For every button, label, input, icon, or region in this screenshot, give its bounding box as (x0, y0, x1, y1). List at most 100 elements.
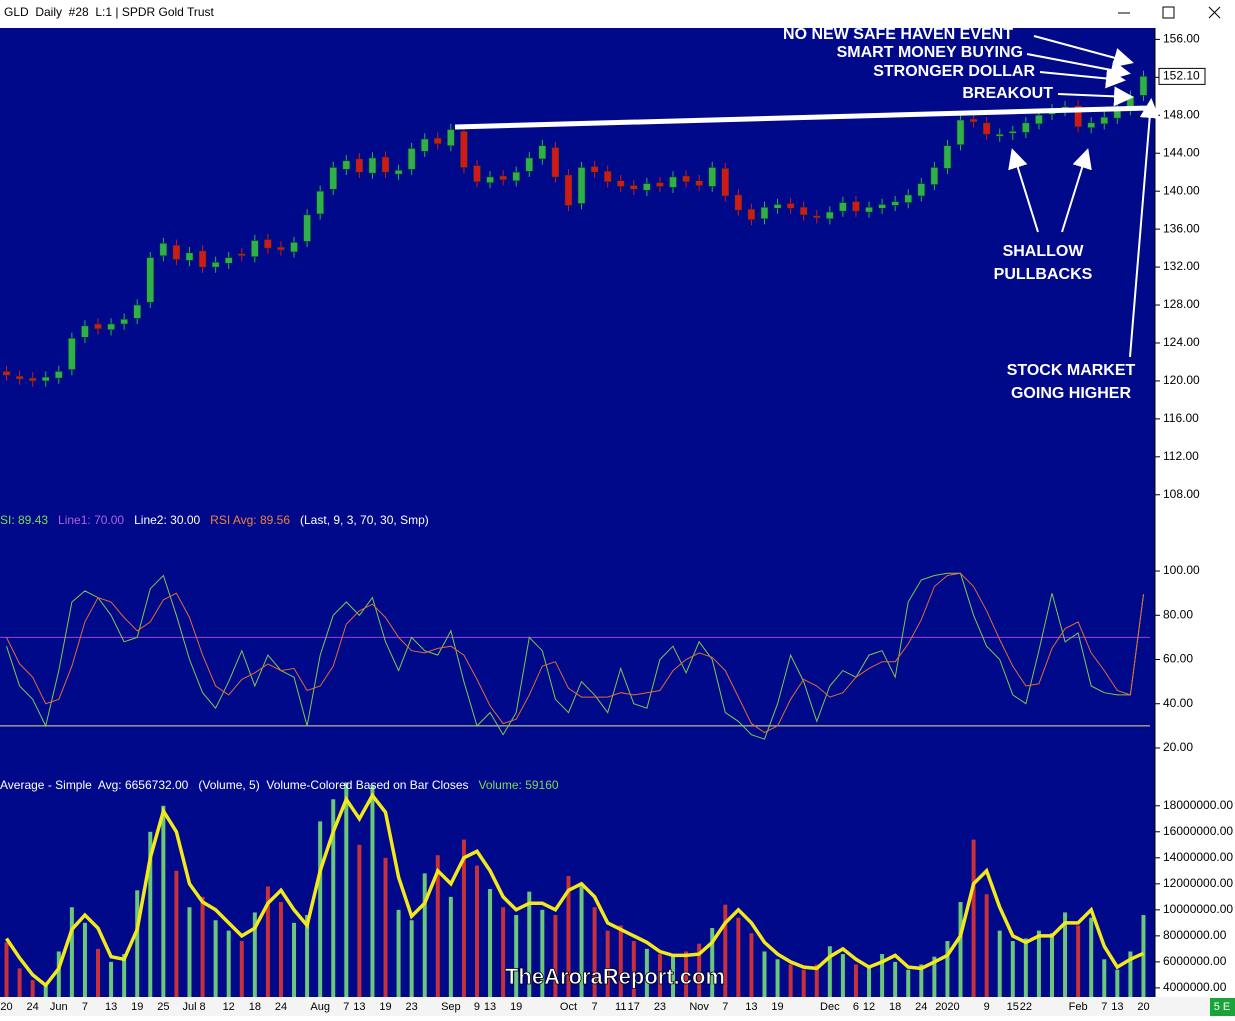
volume-bar (148, 831, 153, 997)
candle-body (28, 377, 37, 382)
watermark: TheAroraReport.com (505, 964, 725, 989)
candle-body (264, 239, 272, 249)
candle-body (473, 165, 481, 182)
candle-body (682, 175, 690, 182)
volume-bar (971, 839, 976, 997)
annotation: SMART MONEY BUYING (837, 44, 1023, 61)
close-button[interactable] (1208, 6, 1221, 19)
candle-body (342, 160, 351, 170)
annotation-arrow (1008, 148, 1039, 233)
x-tick-label: Jun (50, 1001, 68, 1013)
x-tick-label: 9 (474, 1001, 480, 1013)
volume-bar (631, 941, 636, 997)
y-tick-label: 108.00 (1163, 487, 1200, 501)
y-tick-label: 18000000.00 (1163, 798, 1233, 812)
annotation-arrow (1129, 98, 1160, 358)
volume-bar (592, 907, 597, 997)
volume-bar (697, 943, 702, 997)
annotation-arrow (1061, 148, 1092, 233)
x-tick-label: 7 (592, 1001, 598, 1013)
volume-bar (618, 925, 623, 997)
x-tick-label: Sep (441, 1001, 461, 1013)
candle-body (211, 262, 220, 268)
x-tick-label: 17 (628, 1001, 640, 1013)
x-tick-label: 7 (1101, 1001, 1107, 1013)
x-tick-label: 8 (199, 1001, 205, 1013)
volume-bar (4, 942, 9, 997)
candle-body (564, 174, 573, 206)
volume-bar (788, 964, 793, 997)
rsi-line (6, 572, 1144, 740)
x-tick-label: 25 (157, 1001, 169, 1013)
maximize-button[interactable] (1162, 6, 1175, 19)
candle-body (2, 371, 11, 376)
volume-bar (814, 964, 819, 997)
y-tick-label: 136.00 (1163, 221, 1200, 235)
volume-bar (1141, 915, 1146, 997)
volume-bar (566, 876, 571, 997)
y-tick-label: 120.00 (1163, 373, 1200, 387)
x-tick-label: 9 (984, 1001, 990, 1013)
annotation: GOING HIGHER (1011, 385, 1131, 402)
volume-bar (461, 839, 466, 997)
y-tick-label: 14000000.00 (1163, 850, 1233, 864)
candle-body (669, 176, 677, 188)
volume-bar (723, 904, 728, 997)
volume-bar (187, 907, 192, 997)
candle-body (995, 134, 1004, 137)
volume-bar (671, 956, 676, 997)
volume-bar (422, 873, 427, 997)
x-tick-label: 19 (379, 1001, 391, 1013)
candle-body (930, 167, 939, 185)
volume-bar (226, 930, 231, 997)
volume-bar (540, 909, 545, 997)
candle-body (120, 319, 128, 325)
trend-line (454, 105, 1151, 130)
volume-bar (644, 948, 649, 997)
y-tick-label: 12000000.00 (1163, 876, 1233, 890)
candle-body (316, 190, 324, 215)
y-tick-label: 148.00 (1163, 107, 1200, 121)
candle-body (355, 158, 364, 173)
status-box (1210, 998, 1235, 1016)
volume-bar (1036, 930, 1041, 997)
volume-bar (958, 902, 963, 997)
x-tick-label: 6 (853, 1001, 859, 1013)
volume-bar (213, 920, 218, 997)
candle-body (499, 175, 507, 181)
candle-body (172, 245, 181, 260)
candle-body (721, 168, 730, 197)
volume-bar (749, 933, 754, 997)
y-tick-label: 140.00 (1163, 183, 1200, 197)
x-tick-label: Aug (310, 1001, 330, 1013)
x-tick-label: 18 (249, 1001, 261, 1013)
volume-bar (553, 915, 558, 997)
y-tick-label: 4000000.00 (1163, 980, 1227, 994)
candle-body (434, 137, 442, 144)
candle-body (786, 203, 795, 209)
candle-body (15, 375, 24, 380)
volume-bar (344, 782, 349, 997)
volume-bar (984, 894, 989, 997)
candle-body (303, 214, 311, 242)
candle-body (107, 323, 115, 330)
annotation: STOCK MARKET (1007, 362, 1136, 379)
candle-body (290, 242, 298, 253)
volume-bar (605, 930, 610, 997)
volume-bar (435, 855, 440, 997)
candle-body (1035, 115, 1043, 125)
y-tick-label: 100.00 (1163, 563, 1200, 577)
last-price-label: 152.10 (1163, 69, 1200, 83)
volume-bar (827, 946, 832, 997)
candle-body (525, 157, 534, 172)
candle-body (551, 147, 560, 178)
volume-bar (710, 928, 715, 997)
volume-bar (252, 912, 257, 997)
x-tick-label: 19 (131, 1001, 143, 1013)
annotation-arrow (1033, 35, 1134, 68)
x-tick-label: Dec (820, 1001, 840, 1013)
volume-bar (239, 941, 244, 997)
candle-body (865, 207, 873, 213)
candle-body (630, 185, 638, 190)
